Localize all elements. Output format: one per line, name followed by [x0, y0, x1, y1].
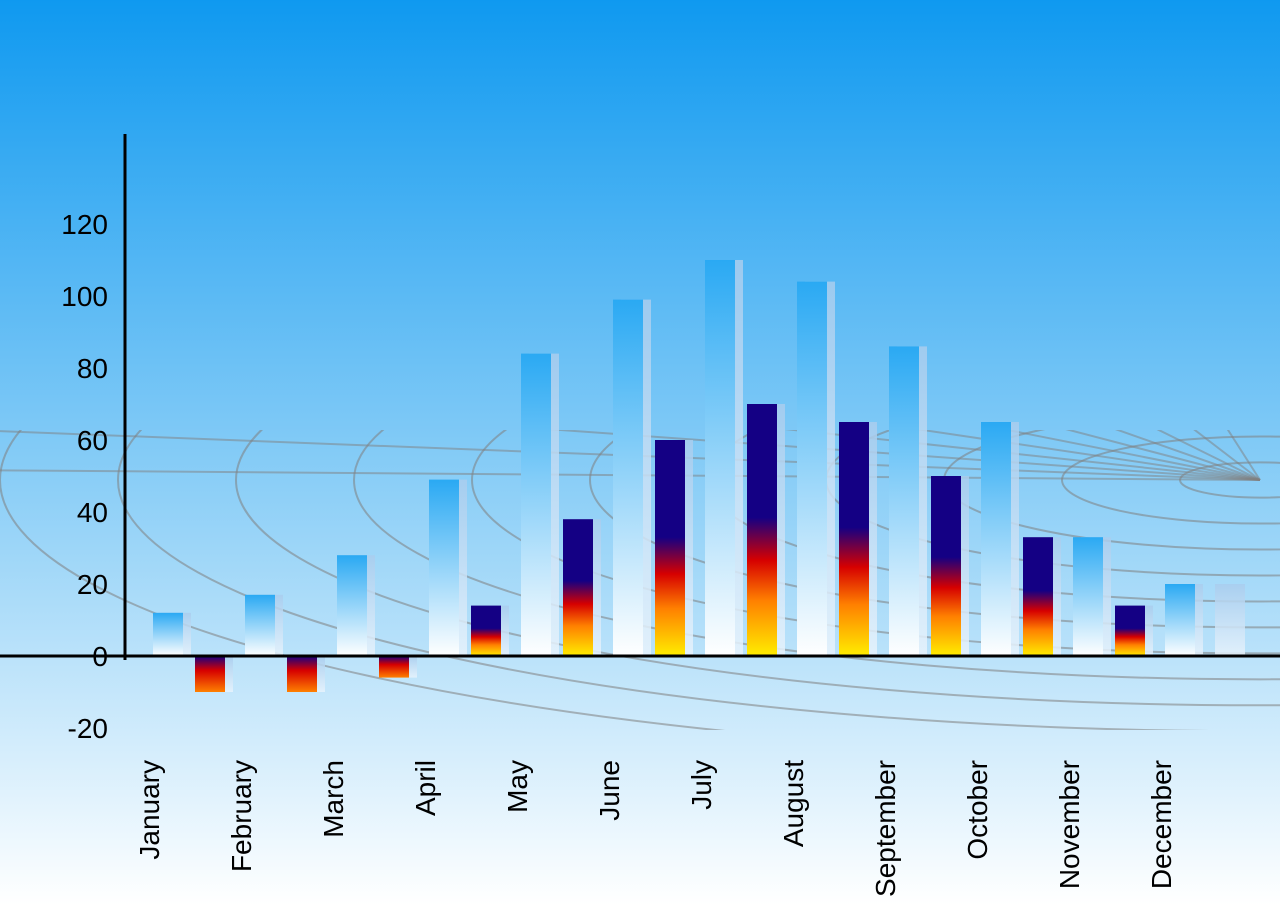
bar-primary [889, 346, 919, 656]
x-category-label: January [134, 760, 165, 860]
y-tick-label: 40 [77, 497, 108, 528]
bar-secondary [1115, 606, 1145, 656]
bar-primary [705, 260, 735, 656]
bar-primary [153, 613, 183, 656]
y-tick-label: -20 [68, 713, 108, 744]
bar-primary [797, 282, 827, 656]
bar-primary [429, 480, 459, 656]
bar-primary [981, 422, 1011, 656]
bar-primary [337, 555, 367, 656]
bar-primary [613, 300, 643, 656]
y-tick-label: 120 [61, 209, 108, 240]
x-category-label: August [778, 760, 809, 847]
bar-secondary [931, 476, 961, 656]
x-category-label: October [962, 760, 993, 860]
y-tick-label: 0 [92, 641, 108, 672]
bar-primary [1073, 537, 1103, 656]
bar-secondary [287, 656, 317, 692]
x-category-label: March [318, 760, 349, 838]
bar-primary [1165, 584, 1195, 656]
bar-primary [521, 354, 551, 656]
x-category-label: November [1054, 760, 1085, 889]
bar-secondary [1023, 537, 1053, 656]
x-category-label: February [226, 760, 257, 872]
y-tick-label: 60 [77, 425, 108, 456]
x-category-label: June [594, 760, 625, 821]
x-category-label: September [870, 760, 901, 897]
bar-secondary [747, 404, 777, 656]
chart-svg: -20 0 20 40 60 80 100 120 January February March A… [0, 0, 1280, 905]
bar-primary [245, 595, 275, 656]
y-tick-label: 100 [61, 281, 108, 312]
x-category-label: May [502, 760, 533, 813]
x-category-label: July [686, 760, 717, 810]
chart-stage: -20 0 20 40 60 80 100 120 January February March A… [0, 0, 1280, 905]
y-tick-label: 80 [77, 353, 108, 384]
bar-secondary [655, 440, 685, 656]
y-tick-label: 20 [77, 569, 108, 600]
bar-secondary [471, 606, 501, 656]
x-category-label: April [410, 760, 441, 816]
bar-secondary [839, 422, 869, 656]
bar-secondary [563, 519, 593, 656]
x-category-label: December [1146, 760, 1177, 889]
bar-secondary [195, 656, 225, 692]
bar-secondary [379, 656, 409, 678]
bar-shadow [1215, 584, 1245, 656]
